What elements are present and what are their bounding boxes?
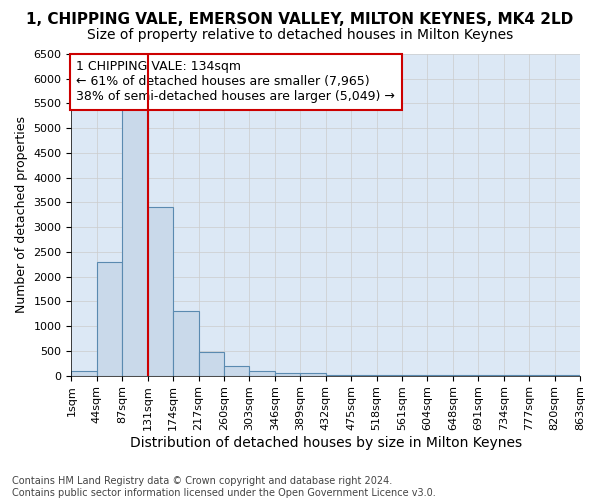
Text: Contains HM Land Registry data © Crown copyright and database right 2024.
Contai: Contains HM Land Registry data © Crown c… xyxy=(12,476,436,498)
Bar xyxy=(122,108,148,376)
Text: 1 CHIPPING VALE: 134sqm
← 61% of detached houses are smaller (7,965)
38% of semi: 1 CHIPPING VALE: 134sqm ← 61% of detache… xyxy=(76,60,395,104)
Bar xyxy=(275,372,300,376)
Bar xyxy=(97,262,122,376)
X-axis label: Distribution of detached houses by size in Milton Keynes: Distribution of detached houses by size … xyxy=(130,436,522,450)
Bar xyxy=(300,373,326,376)
Bar xyxy=(250,370,275,376)
Bar xyxy=(148,208,173,376)
Bar xyxy=(71,370,97,376)
Text: 1, CHIPPING VALE, EMERSON VALLEY, MILTON KEYNES, MK4 2LD: 1, CHIPPING VALE, EMERSON VALLEY, MILTON… xyxy=(26,12,574,28)
Bar xyxy=(199,352,224,376)
Y-axis label: Number of detached properties: Number of detached properties xyxy=(15,116,28,314)
Bar xyxy=(224,366,250,376)
Bar xyxy=(173,312,199,376)
Text: Size of property relative to detached houses in Milton Keynes: Size of property relative to detached ho… xyxy=(87,28,513,42)
